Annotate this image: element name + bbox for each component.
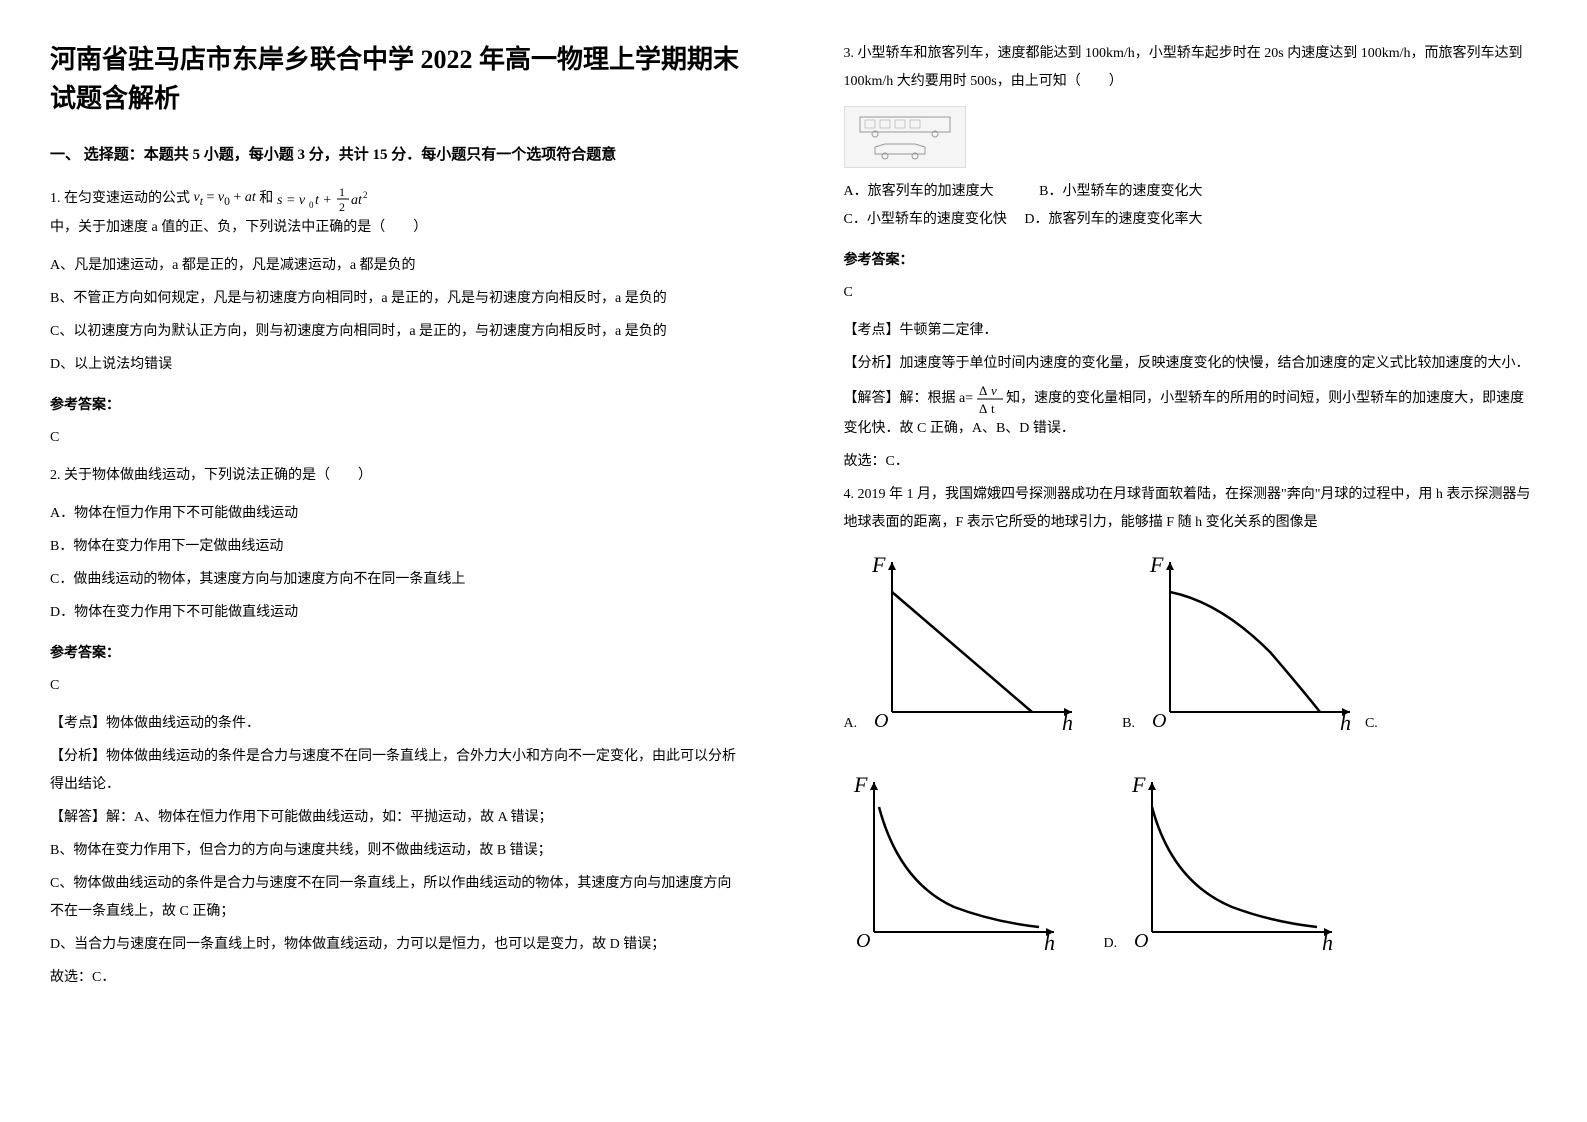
q3-optD: D．旅客列车的速度变化率大 (1024, 212, 1202, 227)
svg-text:1: 1 (339, 185, 345, 199)
graph-c-item: F O h (844, 772, 1064, 952)
graph-d-label: D. (1104, 936, 1118, 952)
graph-c: F O h (844, 772, 1064, 952)
q2-optA: A．物体在恒力作用下不可能做曲线运动 (50, 500, 744, 528)
q1-optA: A、凡是加速运动，a 都是正的，凡是减速运动，a 都是负的 (50, 252, 744, 280)
q1-optB: B、不管正方向如何规定，凡是与初速度方向相同时，a 是正的，凡是与初速度方向相反… (50, 285, 744, 313)
svg-text:h: h (1062, 710, 1073, 732)
svg-text:s = v: s = v (277, 193, 306, 208)
q3-answer-label: 参考答案： (844, 249, 1538, 269)
q3-jieda2: 故选：C． (844, 448, 1538, 476)
graph-a: F O h (862, 552, 1082, 732)
svg-text:at: at (351, 193, 363, 208)
svg-text:h: h (1340, 710, 1351, 732)
graph-b-item: B. F O h C. (1122, 552, 1378, 732)
svg-text:v: v (991, 383, 997, 398)
q1-optD: D、以上说法均错误 (50, 351, 744, 379)
q4-stem: 4. 2019 年 1 月，我国嫦娥四号探测器成功在月球背面软着陆，在探测器"奔… (844, 481, 1538, 537)
q3-jieda1-prefix: 【解答】解：根据 a= (844, 391, 974, 406)
q2-kaodian: 【考点】物体做曲线运动的条件． (50, 710, 744, 738)
q1-stem-suffix: 中，关于加速度 a 值的正、负，下列说法中正确的是（ ） (50, 220, 427, 235)
q3-options-row1: A．旅客列车的加速度大 B．小型轿车的速度变化大 (844, 178, 1538, 206)
svg-text:O: O (1134, 930, 1148, 952)
q2-jieda4: D、当合力与速度在同一条直线上时，物体做直线运动，力可以是恒力，也可以是变力，故… (50, 931, 744, 959)
svg-text:Δ: Δ (979, 383, 987, 398)
vehicle-image (844, 106, 966, 168)
q2-optD: D．物体在变力作用下不可能做直线运动 (50, 599, 744, 627)
svg-text:t +: t + (315, 193, 332, 208)
svg-text:O: O (1152, 710, 1166, 732)
section-header: 一、 选择题：本题共 5 小题，每小题 3 分，共计 15 分．每小题只有一个选… (50, 143, 744, 164)
q3-kaodian: 【考点】牛顿第二定律． (844, 317, 1538, 345)
svg-text:t: t (991, 401, 995, 415)
svg-text:h: h (1322, 930, 1333, 952)
svg-text:F: F (1131, 772, 1146, 797)
graph-a-item: A. F O h (844, 552, 1083, 732)
svg-text:0: 0 (309, 200, 314, 210)
q2-optC: C．做曲线运动的物体，其速度方向与加速度方向不在同一条直线上 (50, 566, 744, 594)
q1-optC: C、以初速度方向为默认正方向，则与初速度方向相同时，a 是正的，与初速度方向相反… (50, 318, 744, 346)
q2-optB: B．物体在变力作用下一定做曲线运动 (50, 533, 744, 561)
svg-text:O: O (874, 710, 888, 732)
q3-optC: C．小型轿车的速度变化快 (844, 212, 1007, 227)
q2-answer-label: 参考答案： (50, 642, 744, 662)
graph-d: F O h (1122, 772, 1342, 952)
q2-jieda5: 故选：C． (50, 964, 744, 992)
svg-text:O: O (856, 930, 870, 952)
graph-b: F O h (1140, 552, 1360, 732)
svg-text:F: F (853, 772, 868, 797)
q3-optA: A．旅客列车的加速度大 (844, 184, 994, 199)
q3-answer: C (844, 279, 1538, 307)
q1-stem-mid: 和 (259, 191, 273, 206)
left-column: 河南省驻马店市东岸乡联合中学 2022 年高一物理上学期期末试题含解析 一、 选… (0, 0, 794, 1037)
q1-formula1: vt = v0 + at (194, 184, 256, 213)
q2-stem: 2. 关于物体做曲线运动，下列说法正确的是（ ） (50, 462, 744, 490)
svg-text:2: 2 (363, 190, 367, 200)
q2-answer: C (50, 672, 744, 700)
q1-answer: C (50, 424, 744, 452)
q1-stem: 1. 在匀变速运动的公式 vt = v0 + at 和 s = v 0 t + … (50, 184, 744, 242)
graph-d-item: D. F O h (1104, 772, 1343, 952)
graph-a-label: A. (844, 716, 858, 732)
svg-text:F: F (871, 552, 886, 577)
q3-stem: 3. 小型轿车和旅客列车，速度都能达到 100km/h，小型轿车起步时在 20s… (844, 40, 1538, 96)
q2-jieda1: 【解答】解：A、物体在恒力作用下可能做曲线运动，如：平抛运动，故 A 错误； (50, 804, 744, 832)
svg-text:F: F (1149, 552, 1164, 577)
q3-fenxi: 【分析】加速度等于单位时间内速度的变化量，反映速度变化的快慢，结合加速度的定义式… (844, 350, 1538, 378)
document-title: 河南省驻马店市东岸乡联合中学 2022 年高一物理上学期期末试题含解析 (50, 40, 744, 118)
q3-options-row2: C．小型轿车的速度变化快 D．旅客列车的速度变化率大 (844, 206, 1538, 234)
q2-jieda3: C、物体做曲线运动的条件是合力与速度不在同一条直线上，所以作曲线运动的物体，其速… (50, 870, 744, 926)
q4-graphs: A. F O h B. F O h (844, 552, 1538, 952)
q1-formula2: s = v 0 t + 1 2 at 2 (277, 184, 367, 214)
svg-text:h: h (1044, 930, 1055, 952)
q3-formula: Δ v Δ t (977, 383, 1003, 415)
q2-fenxi: 【分析】物体做曲线运动的条件是合力与速度不在同一条直线上，合外力大小和方向不一定… (50, 743, 744, 799)
q3-optB: B．小型轿车的速度变化大 (1039, 184, 1202, 199)
q1-answer-label: 参考答案： (50, 394, 744, 414)
q3-jieda1: 【解答】解：根据 a= Δ v Δ t 知，速度的变化量相同，小型轿车的所用的时… (844, 383, 1538, 443)
right-column: 3. 小型轿车和旅客列车，速度都能达到 100km/h，小型轿车起步时在 20s… (794, 0, 1587, 1037)
svg-text:2: 2 (339, 200, 345, 214)
q1-stem-prefix: 1. 在匀变速运动的公式 (50, 191, 190, 206)
q2-jieda2: B、物体在变力作用下，但合力的方向与速度共线，则不做曲线运动，故 B 错误； (50, 837, 744, 865)
svg-text:Δ: Δ (979, 401, 987, 415)
graph-c-label: C. (1365, 716, 1378, 732)
graph-b-label: B. (1122, 716, 1135, 732)
